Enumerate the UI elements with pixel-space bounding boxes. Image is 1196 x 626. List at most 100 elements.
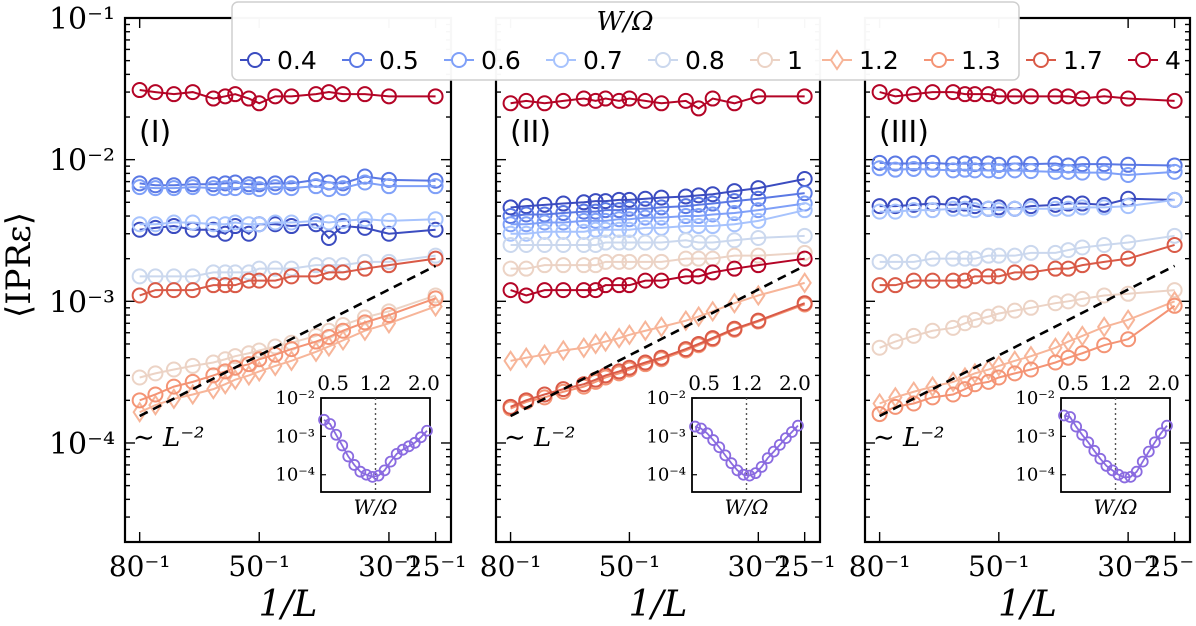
data-point xyxy=(427,211,444,228)
inset-point xyxy=(1142,445,1155,458)
data-point xyxy=(240,225,257,242)
data-point xyxy=(653,272,670,289)
legend-label: 4 xyxy=(1165,46,1181,75)
legend-entry-1.7: 1.7 xyxy=(1026,46,1103,75)
data-point xyxy=(871,160,888,177)
x-tick-label: 80⁻¹ xyxy=(480,550,542,583)
data-point xyxy=(575,257,592,274)
data-point xyxy=(1006,264,1023,281)
data-point xyxy=(990,163,1007,180)
data-point xyxy=(924,322,941,339)
data-point xyxy=(871,253,888,270)
data-point xyxy=(283,88,300,105)
data-point xyxy=(131,179,148,196)
data-point xyxy=(887,333,904,350)
data-point xyxy=(555,92,572,109)
data-point xyxy=(924,250,941,267)
data-point xyxy=(871,339,888,356)
data-point xyxy=(148,394,163,416)
data-point xyxy=(653,253,670,270)
data-point xyxy=(308,341,324,363)
data-point xyxy=(905,160,922,177)
data-point xyxy=(380,257,397,274)
data-point xyxy=(217,88,234,105)
data-point xyxy=(184,282,201,299)
data-point xyxy=(518,92,535,109)
inset-x-tick-label: 2.0 xyxy=(779,371,811,395)
data-point xyxy=(267,214,284,231)
data-point xyxy=(990,268,1007,285)
data-point xyxy=(677,208,694,225)
data-point xyxy=(726,193,743,210)
data-point xyxy=(356,168,373,185)
inset-point xyxy=(396,443,409,456)
data-point xyxy=(537,343,552,366)
data-point xyxy=(653,209,670,226)
inset-point xyxy=(1088,444,1101,457)
series-1.7 xyxy=(131,250,444,304)
data-point xyxy=(356,174,373,191)
inset-x-tick-label: 1.2 xyxy=(731,371,763,395)
inset-point xyxy=(1064,411,1076,423)
x-tick-label: 50⁻¹ xyxy=(228,550,290,583)
data-point xyxy=(611,363,628,380)
data-point xyxy=(536,95,553,112)
guide-label: ∼ L⁻² xyxy=(133,423,204,453)
inset-x-tick-label: 0.5 xyxy=(317,371,349,395)
inset-point xyxy=(415,431,427,444)
x-tick-label: 25⁻¹ xyxy=(1144,550,1196,583)
data-point xyxy=(575,212,592,229)
inset-point xyxy=(1148,436,1161,449)
data-point xyxy=(502,282,519,299)
data-point xyxy=(905,395,922,412)
data-point xyxy=(637,354,654,371)
data-point xyxy=(518,260,535,277)
data-point xyxy=(427,88,444,105)
data-point xyxy=(184,214,201,231)
data-point xyxy=(502,236,519,253)
data-point xyxy=(356,86,373,103)
legend-label: 1.3 xyxy=(961,46,1001,75)
y-axis-label: ⟨IPRε⟩ xyxy=(0,212,39,318)
series-1 xyxy=(131,287,444,386)
data-point xyxy=(284,350,299,372)
legend-label: 0.4 xyxy=(277,46,317,75)
data-point xyxy=(1074,345,1091,362)
data-point xyxy=(240,356,257,373)
data-point xyxy=(990,247,1007,264)
data-point xyxy=(611,202,628,219)
x-tick-label: 80⁻¹ xyxy=(109,550,171,583)
data-point xyxy=(165,214,182,231)
series-1.2 xyxy=(872,290,1182,415)
data-point xyxy=(905,253,922,270)
data-point xyxy=(1074,156,1091,173)
inset-point xyxy=(1136,455,1149,468)
data-point xyxy=(980,308,997,325)
data-point xyxy=(726,320,743,337)
inset-point xyxy=(689,420,701,433)
data-point xyxy=(320,328,337,345)
legend-swatch-marker xyxy=(553,52,569,68)
data-point xyxy=(518,287,535,304)
data-point xyxy=(1074,164,1091,181)
data-point xyxy=(217,216,234,233)
panel-tag: (III) xyxy=(879,115,929,150)
data-point xyxy=(690,100,707,117)
y-tick-label: 10⁻⁴ xyxy=(49,427,115,462)
series-0.7 xyxy=(131,211,444,233)
series-4 xyxy=(502,250,813,304)
data-point xyxy=(653,349,670,366)
data-point xyxy=(653,95,670,112)
series-4 xyxy=(871,84,1183,109)
data-point xyxy=(637,253,654,270)
data-point xyxy=(1096,156,1113,173)
data-point xyxy=(555,195,572,212)
legend-swatch-marker xyxy=(757,52,773,68)
data-point xyxy=(283,341,300,358)
data-point xyxy=(587,203,604,220)
legend-swatch-marker xyxy=(1033,52,1049,68)
data-point xyxy=(1120,234,1137,251)
data-point xyxy=(705,300,720,323)
data-point xyxy=(704,330,721,347)
inset-y-tick-label: 10⁻⁴ xyxy=(275,465,315,486)
